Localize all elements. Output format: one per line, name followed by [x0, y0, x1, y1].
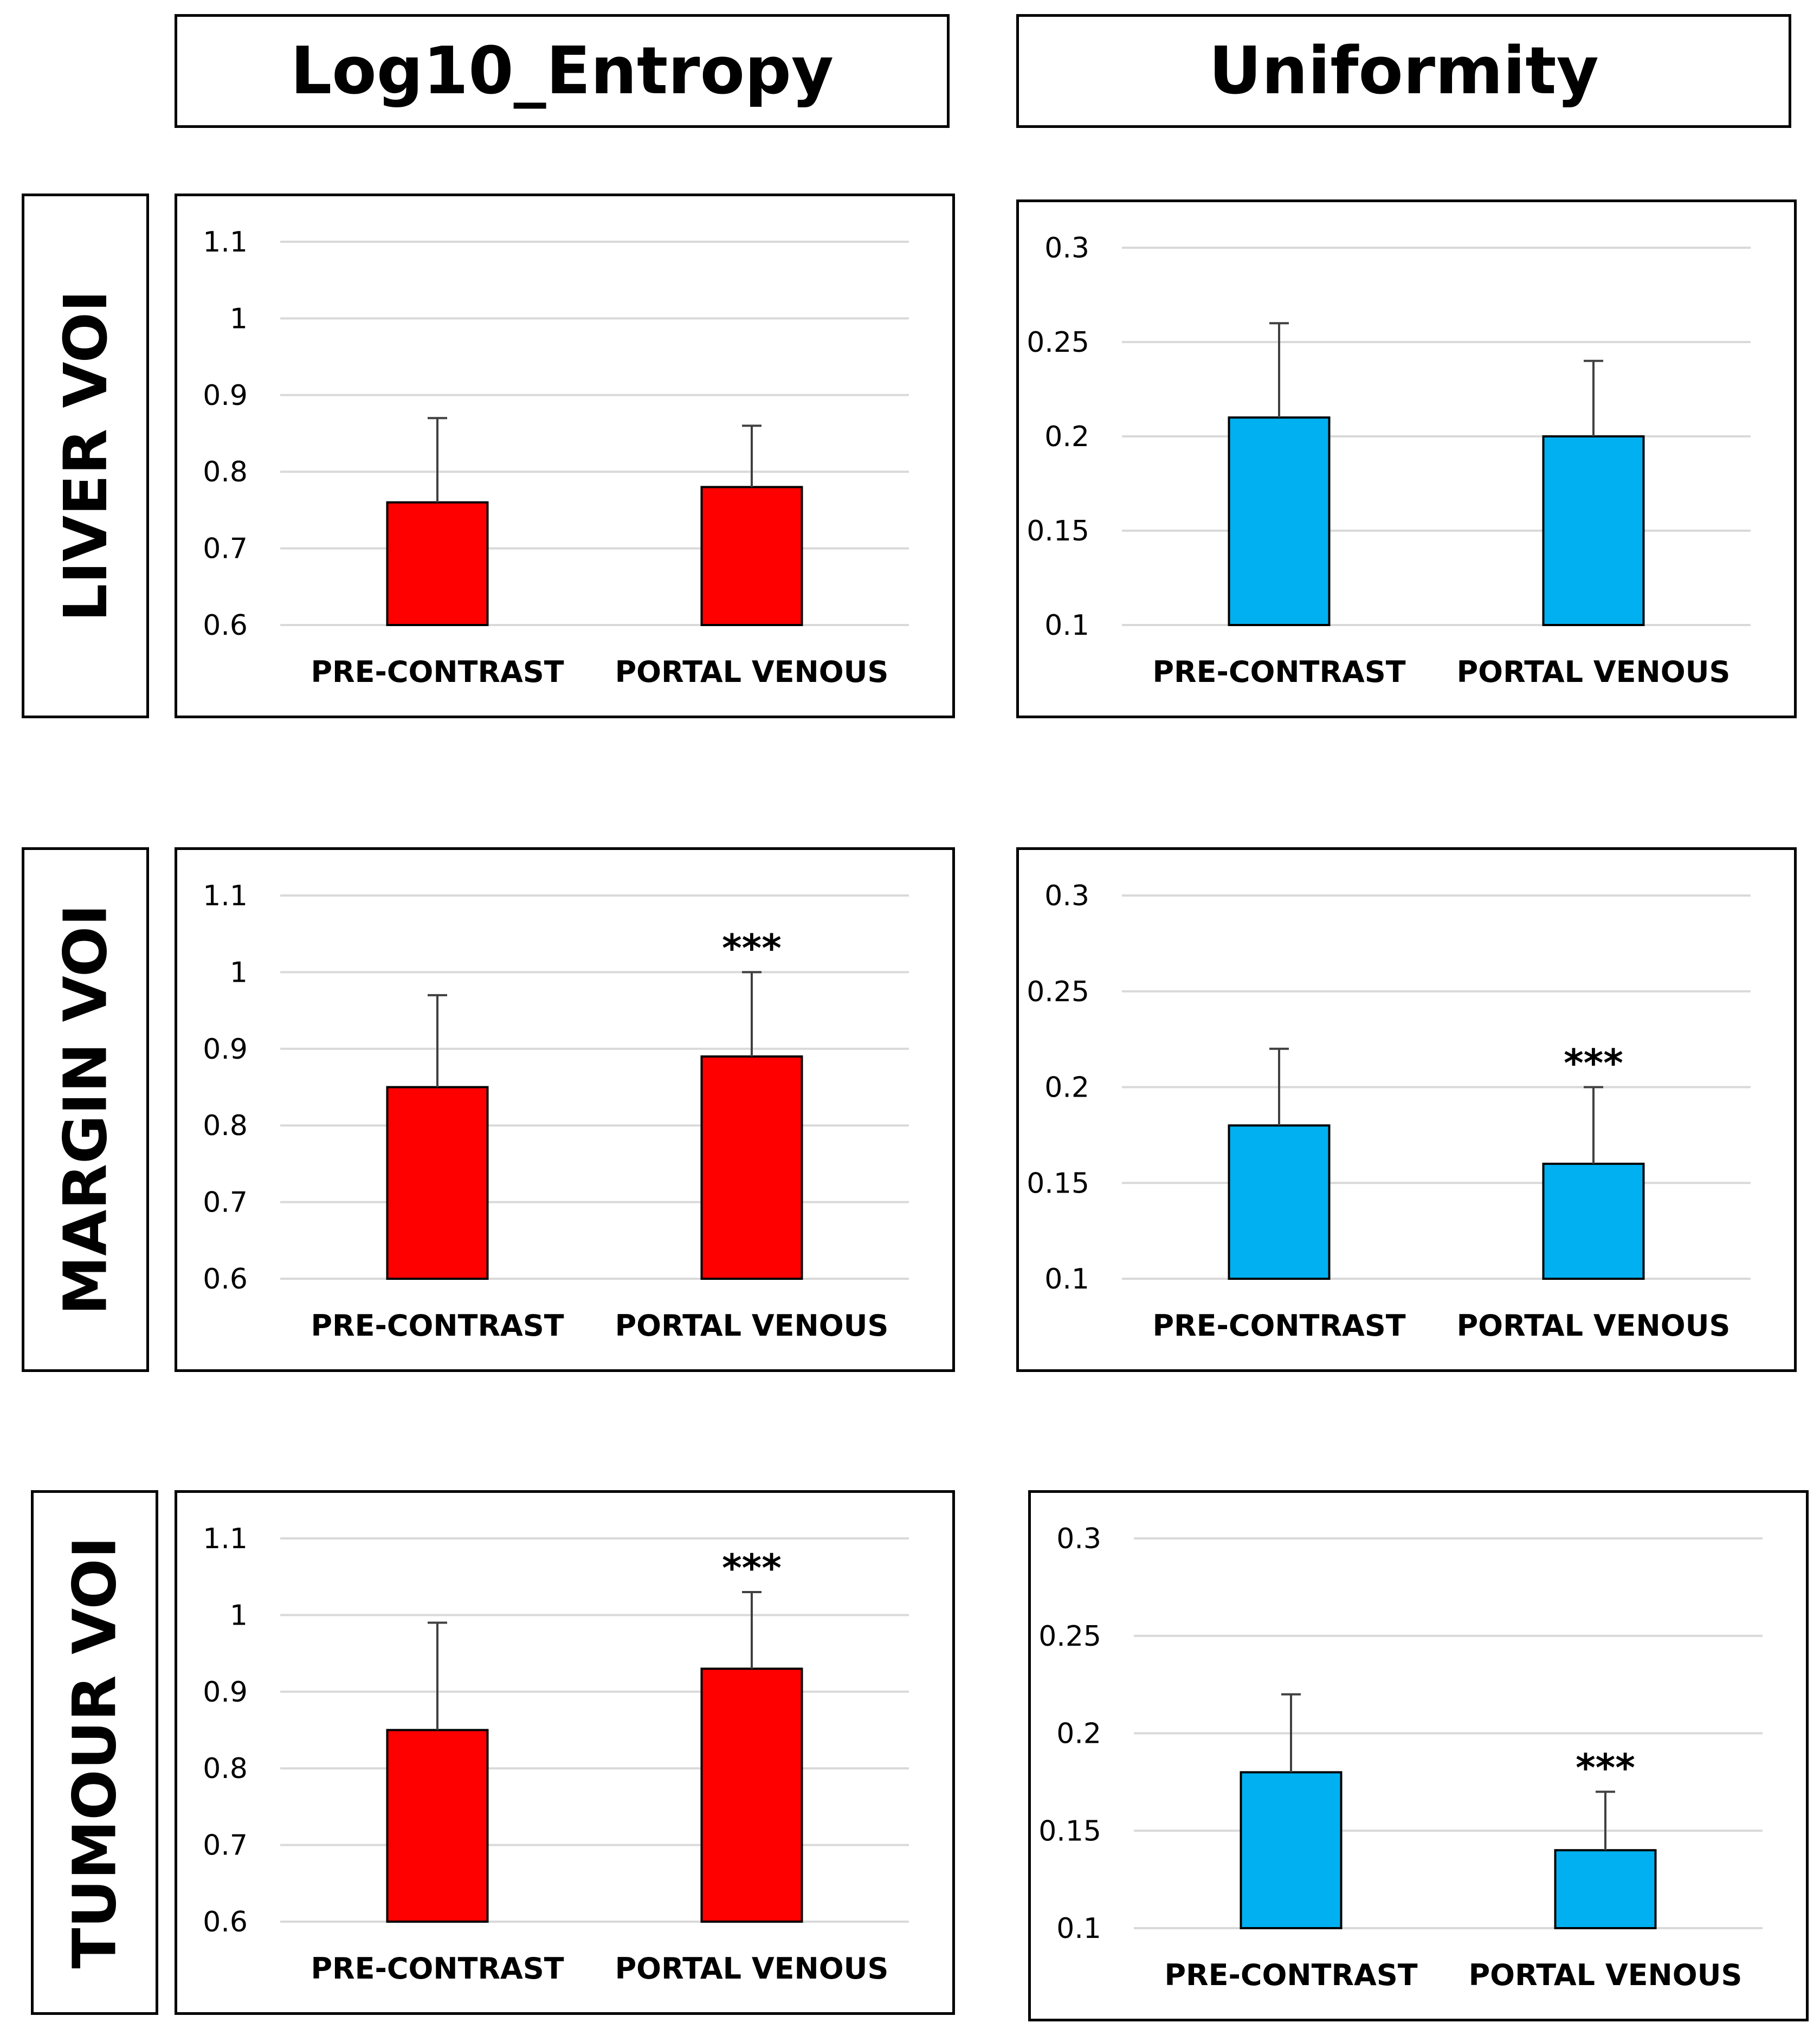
- y-tick-label: 0.6: [203, 1906, 248, 1938]
- x-category-label: PORTAL VENOUS: [615, 655, 889, 689]
- y-tick-label: 0.15: [1027, 1167, 1089, 1200]
- significance-marker: ***: [1576, 1745, 1635, 1790]
- y-tick-label: 0.25: [1027, 326, 1089, 359]
- significance-marker: ***: [722, 1546, 782, 1590]
- y-tick-label: 1.1: [203, 1523, 248, 1555]
- row-header-margin: MARGIN VOI: [22, 847, 149, 1372]
- significance-marker: ***: [722, 926, 782, 970]
- row-header-liver-label: LIVER VOI: [50, 290, 120, 622]
- chart-liver-entropy-svg: 0.6 0.7 0.8 0.9 1 1.1 PRE-CONTRAST PORTAL VENOU…: [203, 226, 909, 689]
- y-tick-label: 1: [230, 1599, 248, 1632]
- y-tick-label: 0.7: [203, 1830, 248, 1862]
- x-category-label: PORTAL VENOUS: [1457, 655, 1731, 689]
- chart-tumour-uniformity-svg: 0.1 0.15 0.2 0.25 0.3 PRE-CONTRAST *** PORTAL V…: [1038, 1523, 1763, 1992]
- bar: [1240, 1771, 1343, 1930]
- x-category-label: PORTAL VENOUS: [1457, 1309, 1731, 1343]
- y-tick-label: 1: [230, 302, 248, 335]
- y-tick-label: 0.6: [203, 609, 248, 642]
- y-tick-label: 1.1: [203, 880, 248, 912]
- bar: [386, 1729, 489, 1923]
- x-category-label: PRE-CONTRAST: [1152, 655, 1405, 689]
- x-category-label: PRE-CONTRAST: [311, 655, 564, 689]
- y-tick-label: 0.8: [203, 1110, 248, 1142]
- bar: [1228, 416, 1331, 626]
- column-header-uniformity: Uniformity: [1016, 14, 1791, 128]
- chart-liver-uniformity-svg: 0.1 0.15 0.2 0.25 0.3 PRE-CONTRAST PORTAL VENO…: [1027, 232, 1751, 689]
- row-header-liver: LIVER VOI: [22, 194, 149, 718]
- x-category-label: PORTAL VENOUS: [615, 1309, 889, 1343]
- column-header-uniformity-label: Uniformity: [1209, 33, 1599, 109]
- y-tick-label: 0.9: [203, 379, 248, 412]
- x-category-label: PORTAL VENOUS: [615, 1951, 889, 1986]
- chart-margin-entropy-svg: 0.6 0.7 0.8 0.9 1 1.1 PRE-CONTRAST *** PORTAL VE…: [203, 880, 909, 1343]
- y-tick-label: 0.3: [1044, 232, 1089, 265]
- chart-tumour-entropy-svg: 0.6 0.7 0.8 0.9 1 1.1 PRE-CONTRAST *** PORTAL VE…: [203, 1523, 909, 1986]
- x-category-label: PRE-CONTRAST: [1152, 1309, 1405, 1343]
- bar: [700, 1667, 803, 1923]
- chart-liver-uniformity: 0.1 0.15 0.2 0.25 0.3 PRE-CONTRAST PORTAL VENO…: [1016, 199, 1797, 718]
- row-header-tumour: TUMOUR VOI: [31, 1490, 158, 2015]
- y-tick-label: 0.9: [203, 1676, 248, 1709]
- chart-margin-uniformity: 0.1 0.15 0.2 0.25 0.3 PRE-CONTRAST *** PORTAL V…: [1016, 847, 1797, 1372]
- y-tick-label: 0.2: [1056, 1718, 1101, 1750]
- y-tick-label: 0.6: [203, 1263, 248, 1296]
- chart-margin-entropy: 0.6 0.7 0.8 0.9 1 1.1 PRE-CONTRAST *** PORTAL VE…: [175, 847, 955, 1372]
- x-category-label: PRE-CONTRAST: [311, 1951, 564, 1986]
- bar: [700, 486, 803, 626]
- y-tick-label: 0.2: [1044, 1072, 1089, 1104]
- chart-tumour-entropy: 0.6 0.7 0.8 0.9 1 1.1 PRE-CONTRAST *** PORTAL VE…: [175, 1490, 955, 2015]
- y-tick-label: 0.3: [1044, 880, 1089, 912]
- row-header-tumour-label: TUMOUR VOI: [60, 1536, 130, 1969]
- chart-margin-uniformity-svg: 0.1 0.15 0.2 0.25 0.3 PRE-CONTRAST *** PORTAL V…: [1027, 880, 1751, 1343]
- y-tick-label: 1: [230, 956, 248, 989]
- y-tick-label: 0.1: [1056, 1912, 1101, 1945]
- y-tick-label: 0.1: [1044, 609, 1089, 642]
- column-header-entropy-label: Log10_Entropy: [290, 33, 834, 109]
- bar: [1542, 435, 1645, 626]
- x-category-label: PRE-CONTRAST: [1164, 1958, 1417, 1992]
- x-category-label: PORTAL VENOUS: [1469, 1958, 1742, 1992]
- y-tick-label: 1.1: [203, 226, 248, 259]
- y-tick-label: 0.2: [1044, 421, 1089, 453]
- bar: [1554, 1849, 1657, 1930]
- y-tick-label: 0.3: [1056, 1523, 1101, 1555]
- y-tick-label: 0.7: [203, 533, 248, 565]
- bar: [386, 501, 489, 627]
- bar: [700, 1055, 803, 1280]
- y-tick-label: 0.8: [203, 456, 248, 488]
- y-tick-label: 0.25: [1038, 1620, 1101, 1653]
- y-tick-label: 0.1: [1044, 1263, 1089, 1296]
- y-tick-label: 0.8: [203, 1753, 248, 1785]
- y-tick-label: 0.9: [203, 1033, 248, 1066]
- y-tick-label: 0.15: [1027, 515, 1089, 547]
- bar: [1228, 1124, 1331, 1280]
- x-category-label: PRE-CONTRAST: [311, 1309, 564, 1343]
- chart-tumour-uniformity: 0.1 0.15 0.2 0.25 0.3 PRE-CONTRAST *** PORTAL V…: [1028, 1490, 1809, 2021]
- y-tick-label: 0.15: [1038, 1815, 1101, 1847]
- row-header-margin-label: MARGIN VOI: [50, 904, 120, 1316]
- chart-liver-entropy: 0.6 0.7 0.8 0.9 1 1.1 PRE-CONTRAST PORTAL VENOU…: [175, 194, 955, 718]
- y-tick-label: 0.25: [1027, 976, 1089, 1008]
- column-header-entropy: Log10_Entropy: [175, 14, 950, 128]
- significance-marker: ***: [1564, 1041, 1623, 1086]
- y-tick-label: 0.7: [203, 1187, 248, 1219]
- bar: [1542, 1162, 1645, 1280]
- bar: [386, 1086, 489, 1280]
